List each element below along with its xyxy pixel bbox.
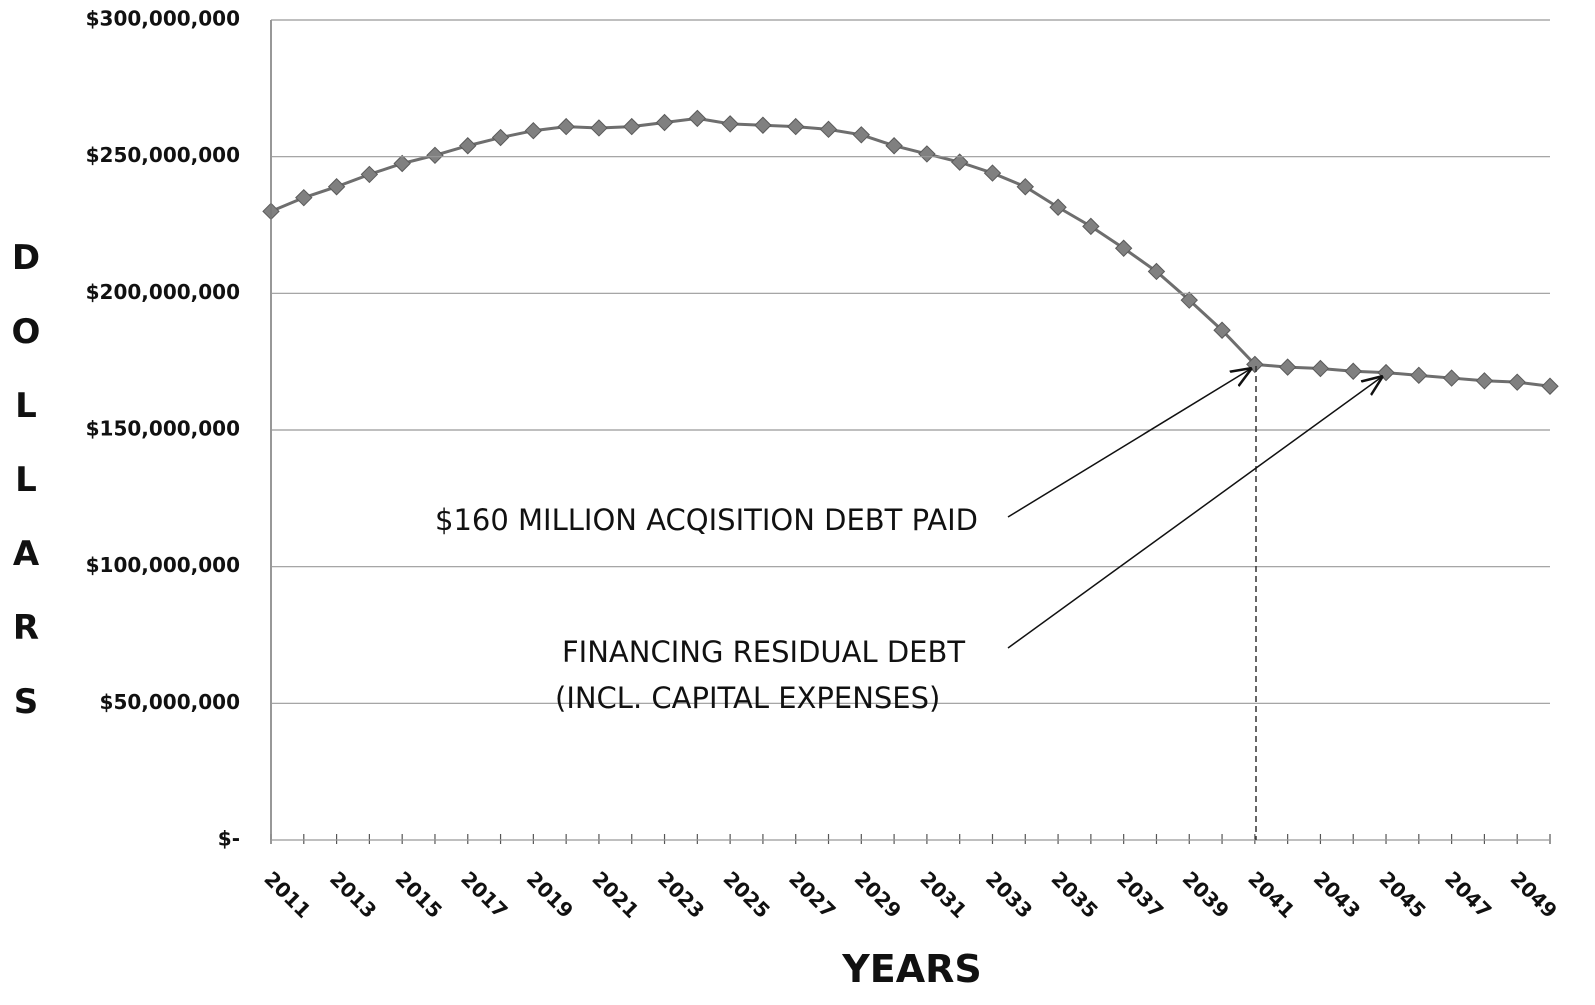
data-point [983, 164, 1002, 182]
data-point [1180, 291, 1198, 309]
x-tick-label: 2021 [587, 867, 643, 923]
data-point [1442, 369, 1461, 387]
x-tick-label: 2015 [391, 867, 447, 923]
data-point [1114, 239, 1133, 257]
data-point [491, 128, 510, 147]
data-point [754, 116, 772, 134]
data-line [270, 116, 1551, 388]
data-point [426, 146, 444, 165]
data-point [1213, 321, 1231, 339]
data-point [524, 121, 543, 140]
x-tick-label: 2033 [981, 867, 1037, 923]
data-point [557, 117, 575, 136]
data-point [1016, 178, 1034, 196]
x-tick-label: 2041 [1243, 867, 1299, 923]
y-tick-label: $300,000,000 [86, 7, 240, 31]
data-point [950, 153, 969, 171]
data-point [885, 137, 903, 155]
data-point [327, 178, 346, 196]
annotation: FINANCING RESIDUAL DEBT [562, 635, 965, 669]
y-tick-label: $250,000,000 [86, 143, 240, 167]
data-point [1508, 373, 1526, 391]
annotation: $160 MILLION ACQISITION DEBT PAID [435, 503, 978, 537]
data-point [1410, 366, 1428, 385]
y-tick-label: $200,000,000 [86, 280, 240, 304]
x-tick-label: 2019 [522, 867, 578, 923]
data-point [623, 117, 641, 136]
x-tick-label: 2039 [1178, 867, 1234, 923]
x-tick-label: 2031 [915, 867, 971, 923]
data-point [655, 113, 674, 132]
x-tick-label: 2023 [653, 867, 709, 923]
x-tick-label: 2049 [1506, 867, 1562, 923]
x-tick-label: 2035 [1047, 867, 1103, 923]
y-tick-label: $50,000,000 [100, 690, 240, 714]
y-tick-label: $- [218, 827, 240, 851]
y-tick-label: $150,000,000 [86, 417, 240, 441]
data-point [1082, 217, 1100, 236]
x-tick-label: 2025 [719, 867, 775, 923]
y-axis-label: DOLLARS [6, 238, 46, 756]
data-point [852, 126, 871, 144]
x-tick-label: 2047 [1440, 867, 1496, 923]
data-point [1311, 359, 1330, 378]
x-tick-label: 2037 [1112, 867, 1168, 923]
data-point [688, 109, 707, 128]
data-point [787, 117, 805, 136]
data-point [295, 188, 313, 207]
x-tick-label: 2017 [456, 867, 512, 923]
data-point [1049, 198, 1067, 216]
y-tick-label: $100,000,000 [86, 553, 240, 577]
annotation-arrow [1007, 368, 1252, 518]
x-tick-label: 2029 [850, 867, 906, 923]
data-point [459, 137, 477, 155]
annotation: (INCL. CAPITAL EXPENSES) [555, 681, 940, 715]
data-point [590, 119, 608, 137]
x-tick-label: 2027 [784, 867, 840, 923]
x-tick-label: 2011 [259, 867, 315, 923]
x-axis-label: YEARS [841, 947, 982, 991]
data-point [1475, 372, 1494, 390]
data-point [1278, 358, 1297, 376]
data-point [721, 115, 739, 133]
data-point [1541, 377, 1559, 395]
data-point [360, 165, 379, 184]
data-point [393, 154, 411, 173]
data-point [819, 120, 838, 139]
annotation-arrow [1007, 376, 1383, 649]
x-tick-label: 2045 [1374, 867, 1430, 923]
data-point [1344, 362, 1362, 380]
data-point [918, 145, 936, 163]
x-tick-label: 2043 [1309, 867, 1365, 923]
x-tick-label: 2013 [325, 867, 381, 923]
data-point [1147, 262, 1166, 281]
